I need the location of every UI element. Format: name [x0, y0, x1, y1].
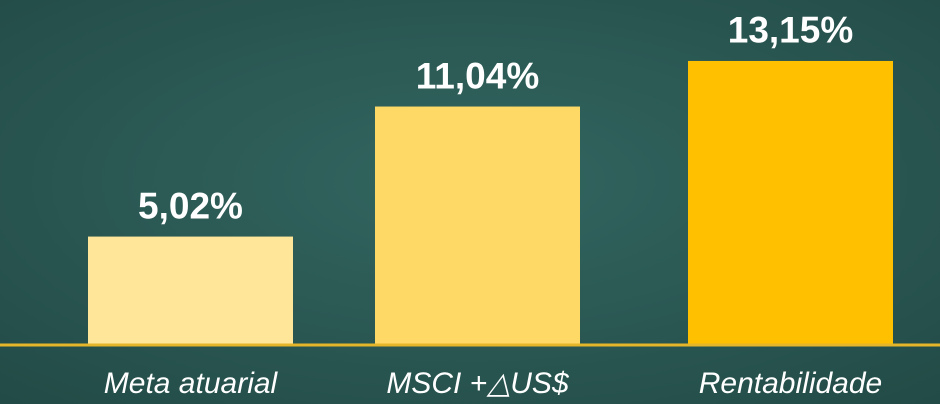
value-label: 5,02%	[138, 185, 243, 226]
bar	[688, 60, 893, 346]
plot-area: 5,02% Meta atuarial 11,04% MSCI +△US$ 13,15%…	[88, 10, 893, 400]
value-label: 13,15%	[728, 10, 854, 51]
x-tick-label: MSCI +△US$	[386, 367, 570, 400]
bar	[88, 236, 293, 345]
x-tick-label: Meta atuarial	[104, 367, 279, 400]
x-tick-label: Rentabilidade	[699, 367, 882, 400]
bar	[375, 106, 580, 345]
value-label: 11,04%	[416, 55, 539, 96]
